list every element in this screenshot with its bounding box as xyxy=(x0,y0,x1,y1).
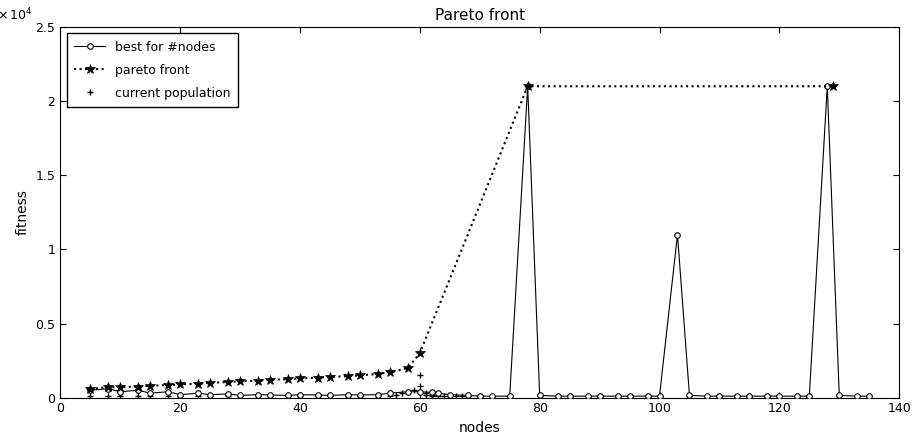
Y-axis label: fitness: fitness xyxy=(16,189,30,235)
pareto front xyxy=(312,375,323,380)
best for #nodes xyxy=(642,393,653,399)
pareto front xyxy=(84,386,95,392)
best for #nodes xyxy=(222,391,233,396)
pareto front xyxy=(402,366,413,371)
best for #nodes xyxy=(475,393,486,399)
pareto front xyxy=(385,370,396,375)
pareto front xyxy=(283,377,294,382)
best for #nodes xyxy=(582,393,593,399)
current population xyxy=(390,392,401,397)
pareto front xyxy=(295,376,306,381)
Title: Pareto front: Pareto front xyxy=(435,8,525,23)
pareto front xyxy=(103,385,114,390)
pareto front xyxy=(174,381,185,387)
pareto front xyxy=(324,374,335,380)
best for #nodes xyxy=(522,84,533,89)
best for #nodes xyxy=(385,391,396,396)
pareto front xyxy=(264,377,275,382)
pareto front xyxy=(115,385,126,390)
pareto front xyxy=(252,378,263,383)
current population xyxy=(450,393,461,399)
best for #nodes xyxy=(864,393,875,399)
current population xyxy=(504,393,515,399)
current population xyxy=(145,393,156,399)
current population xyxy=(487,393,498,399)
pareto front xyxy=(342,373,353,379)
pareto front xyxy=(222,379,233,385)
current population xyxy=(414,373,425,378)
pareto front xyxy=(133,384,144,389)
best for #nodes xyxy=(534,393,545,398)
Line: pareto front: pareto front xyxy=(85,81,838,394)
pareto front xyxy=(162,382,174,388)
Line: current population: current population xyxy=(87,372,843,400)
current population xyxy=(426,393,437,399)
pareto front xyxy=(522,84,533,89)
Legend: best for #nodes, pareto front, current population: best for #nodes, pareto front, current p… xyxy=(66,33,239,107)
pareto front xyxy=(145,383,156,389)
Line: best for #nodes: best for #nodes xyxy=(87,84,872,399)
X-axis label: nodes: nodes xyxy=(459,421,500,435)
current population xyxy=(804,393,815,399)
best for #nodes xyxy=(84,388,95,393)
pareto front xyxy=(235,379,246,384)
pareto front xyxy=(354,373,365,378)
Text: $\times\,10^4$: $\times\,10^4$ xyxy=(0,7,33,23)
pareto front xyxy=(828,84,839,89)
current population xyxy=(834,393,845,399)
best for #nodes xyxy=(565,393,576,399)
pareto front xyxy=(193,381,204,386)
current population xyxy=(103,393,114,399)
pareto front xyxy=(414,351,425,356)
pareto front xyxy=(373,371,384,377)
pareto front xyxy=(205,380,216,385)
